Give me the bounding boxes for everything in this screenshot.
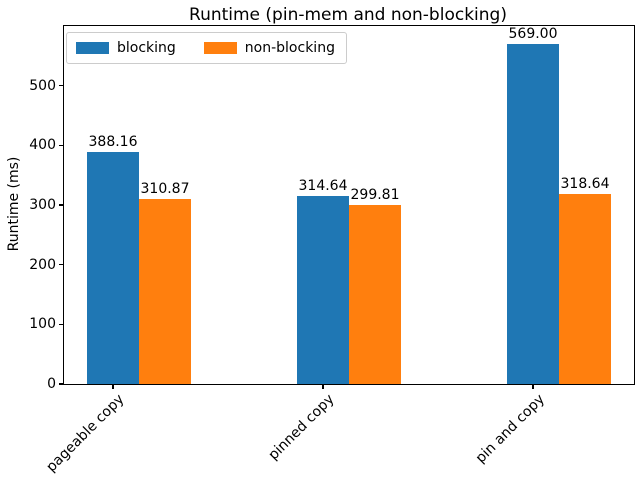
legend-label: blocking <box>117 40 176 56</box>
bar-value-label: 388.16 <box>88 134 138 151</box>
legend-swatch-icon <box>76 42 109 54</box>
y-tick-mark <box>59 204 64 206</box>
y-tick-label: 300 <box>29 197 56 213</box>
y-tick-label: 500 <box>29 77 56 94</box>
legend-entry-blocking: blocking <box>76 40 176 56</box>
x-tick-mark <box>322 384 324 389</box>
bar-blocking-1 <box>297 196 349 384</box>
x-tick-label-2: pin and copy <box>472 391 548 467</box>
bar-value-label: 314.64 <box>298 178 348 195</box>
y-tick-label: 400 <box>29 137 56 154</box>
y-tick-label: 100 <box>29 316 56 333</box>
y-tick-label: 0 <box>47 376 56 392</box>
x-tick-mark <box>112 384 114 389</box>
y-tick-mark <box>59 264 64 266</box>
legend: blocking non-blocking <box>66 32 347 64</box>
bar-non-blocking-2 <box>559 193 611 384</box>
bar-value-label: 310.87 <box>140 180 190 197</box>
bar-value-label: 318.64 <box>560 175 610 192</box>
bar-non-blocking-0 <box>139 198 191 384</box>
y-tick-mark <box>59 323 64 325</box>
bar-value-label: 569.00 <box>508 26 558 43</box>
bar-non-blocking-1 <box>349 205 401 384</box>
legend-label: non-blocking <box>244 40 335 56</box>
bar-blocking-0 <box>87 152 139 384</box>
x-tick-label-0: pageable copy <box>43 391 128 476</box>
legend-entry-non-blocking: non-blocking <box>203 40 335 56</box>
x-tick-mark <box>532 384 534 389</box>
y-tick-mark <box>59 383 64 385</box>
plot-area: blocking non-blocking 0 100 200 300 400 500 388… <box>29 25 635 475</box>
chart-title: Runtime (pin-mem and non-blocking) <box>189 5 507 25</box>
y-tick-label: 200 <box>29 256 56 273</box>
bar-value-label: 299.81 <box>350 187 400 204</box>
x-tick-label-1: pinned copy <box>265 391 338 464</box>
legend-swatch-icon <box>203 42 237 54</box>
y-tick-mark <box>59 144 64 146</box>
y-tick-mark <box>59 85 64 87</box>
bar-blocking-2 <box>507 44 559 384</box>
